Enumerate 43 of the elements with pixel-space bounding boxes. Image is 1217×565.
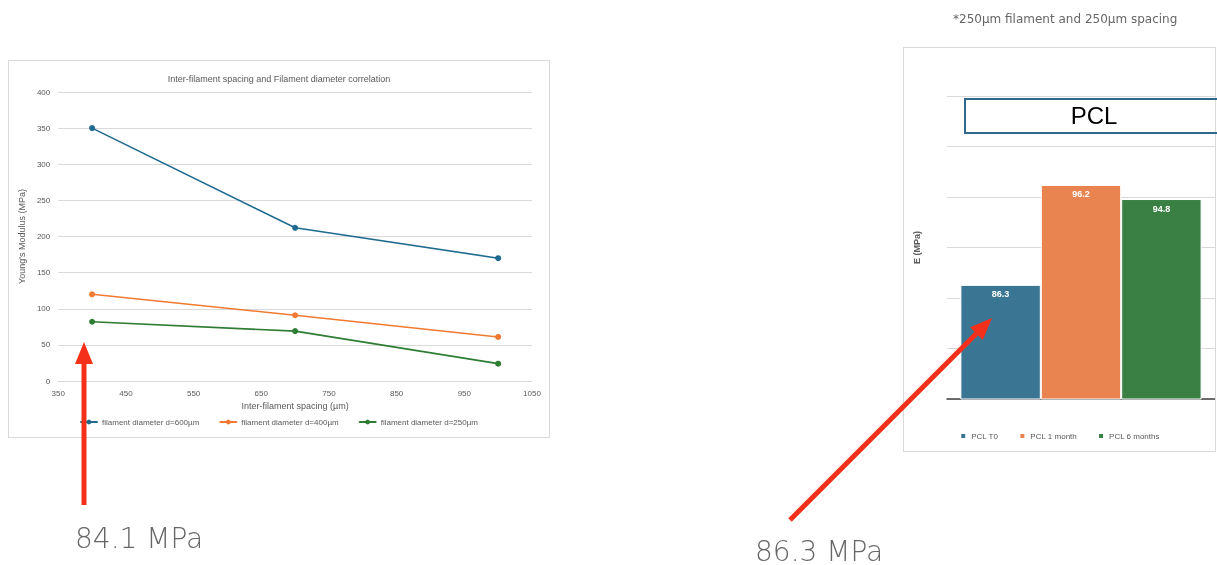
y-tick-label: 150 — [36, 268, 51, 278]
point — [89, 291, 96, 298]
chart-title: Inter-filament spacing and Filament diameter correlation — [167, 73, 391, 84]
y-tick-label: 250 — [36, 195, 51, 205]
text: 84.1 MPa — [75, 522, 204, 555]
chart-title: PCL — [964, 98, 1217, 134]
point — [89, 318, 96, 325]
y-axis-title: E (MPa) — [911, 230, 922, 265]
legend-label: PCL 6 months — [1109, 431, 1160, 441]
text: 86.3 MPa — [755, 535, 884, 565]
y-tick-label: 100 — [36, 304, 51, 314]
y-tick-label: 200 — [36, 232, 51, 241]
data-label: 96.2 — [1072, 189, 1090, 200]
y-tick-label: 350 — [36, 123, 51, 133]
y-tick-label: 300 — [36, 159, 51, 169]
legend-label: filament diameter d=600µm — [102, 417, 200, 427]
x-tick-label: 350 — [51, 388, 66, 398]
point — [495, 333, 502, 340]
point — [292, 328, 299, 335]
x-tick-label: 450 — [119, 388, 134, 398]
data-label: 94.8 — [1152, 203, 1171, 214]
y-tick-label: 0 — [45, 376, 51, 386]
point — [292, 224, 299, 231]
legend-label: filament diameter d=250µm — [380, 417, 479, 427]
point — [89, 125, 96, 132]
y-axis-title: Young's Modulus (MPa) — [16, 189, 27, 284]
point — [292, 312, 299, 319]
y-tick-label: 400 — [36, 87, 51, 97]
x-tick-label: 750 — [322, 388, 337, 398]
x-axis-title: Inter-filament spacing (µm) — [241, 401, 349, 412]
point — [495, 360, 502, 367]
x-tick-label: 550 — [186, 388, 201, 398]
x-tick-label: 650 — [254, 388, 269, 398]
x-tick-label: 950 — [457, 388, 472, 398]
y-tick-label: 50 — [41, 340, 51, 350]
legend-label: PCL T0 — [971, 431, 999, 441]
chart-subtitle: *250µm filament and 250µm spacing — [953, 12, 1178, 26]
point — [495, 255, 502, 262]
legend-label: PCL 1 month — [1030, 431, 1077, 441]
x-tick-label: 850 — [389, 388, 404, 398]
x-tick-label: 1050 — [523, 388, 542, 398]
data-label: 86.3 — [991, 289, 1010, 300]
legend-label: filament diameter d=400µm — [241, 417, 339, 427]
